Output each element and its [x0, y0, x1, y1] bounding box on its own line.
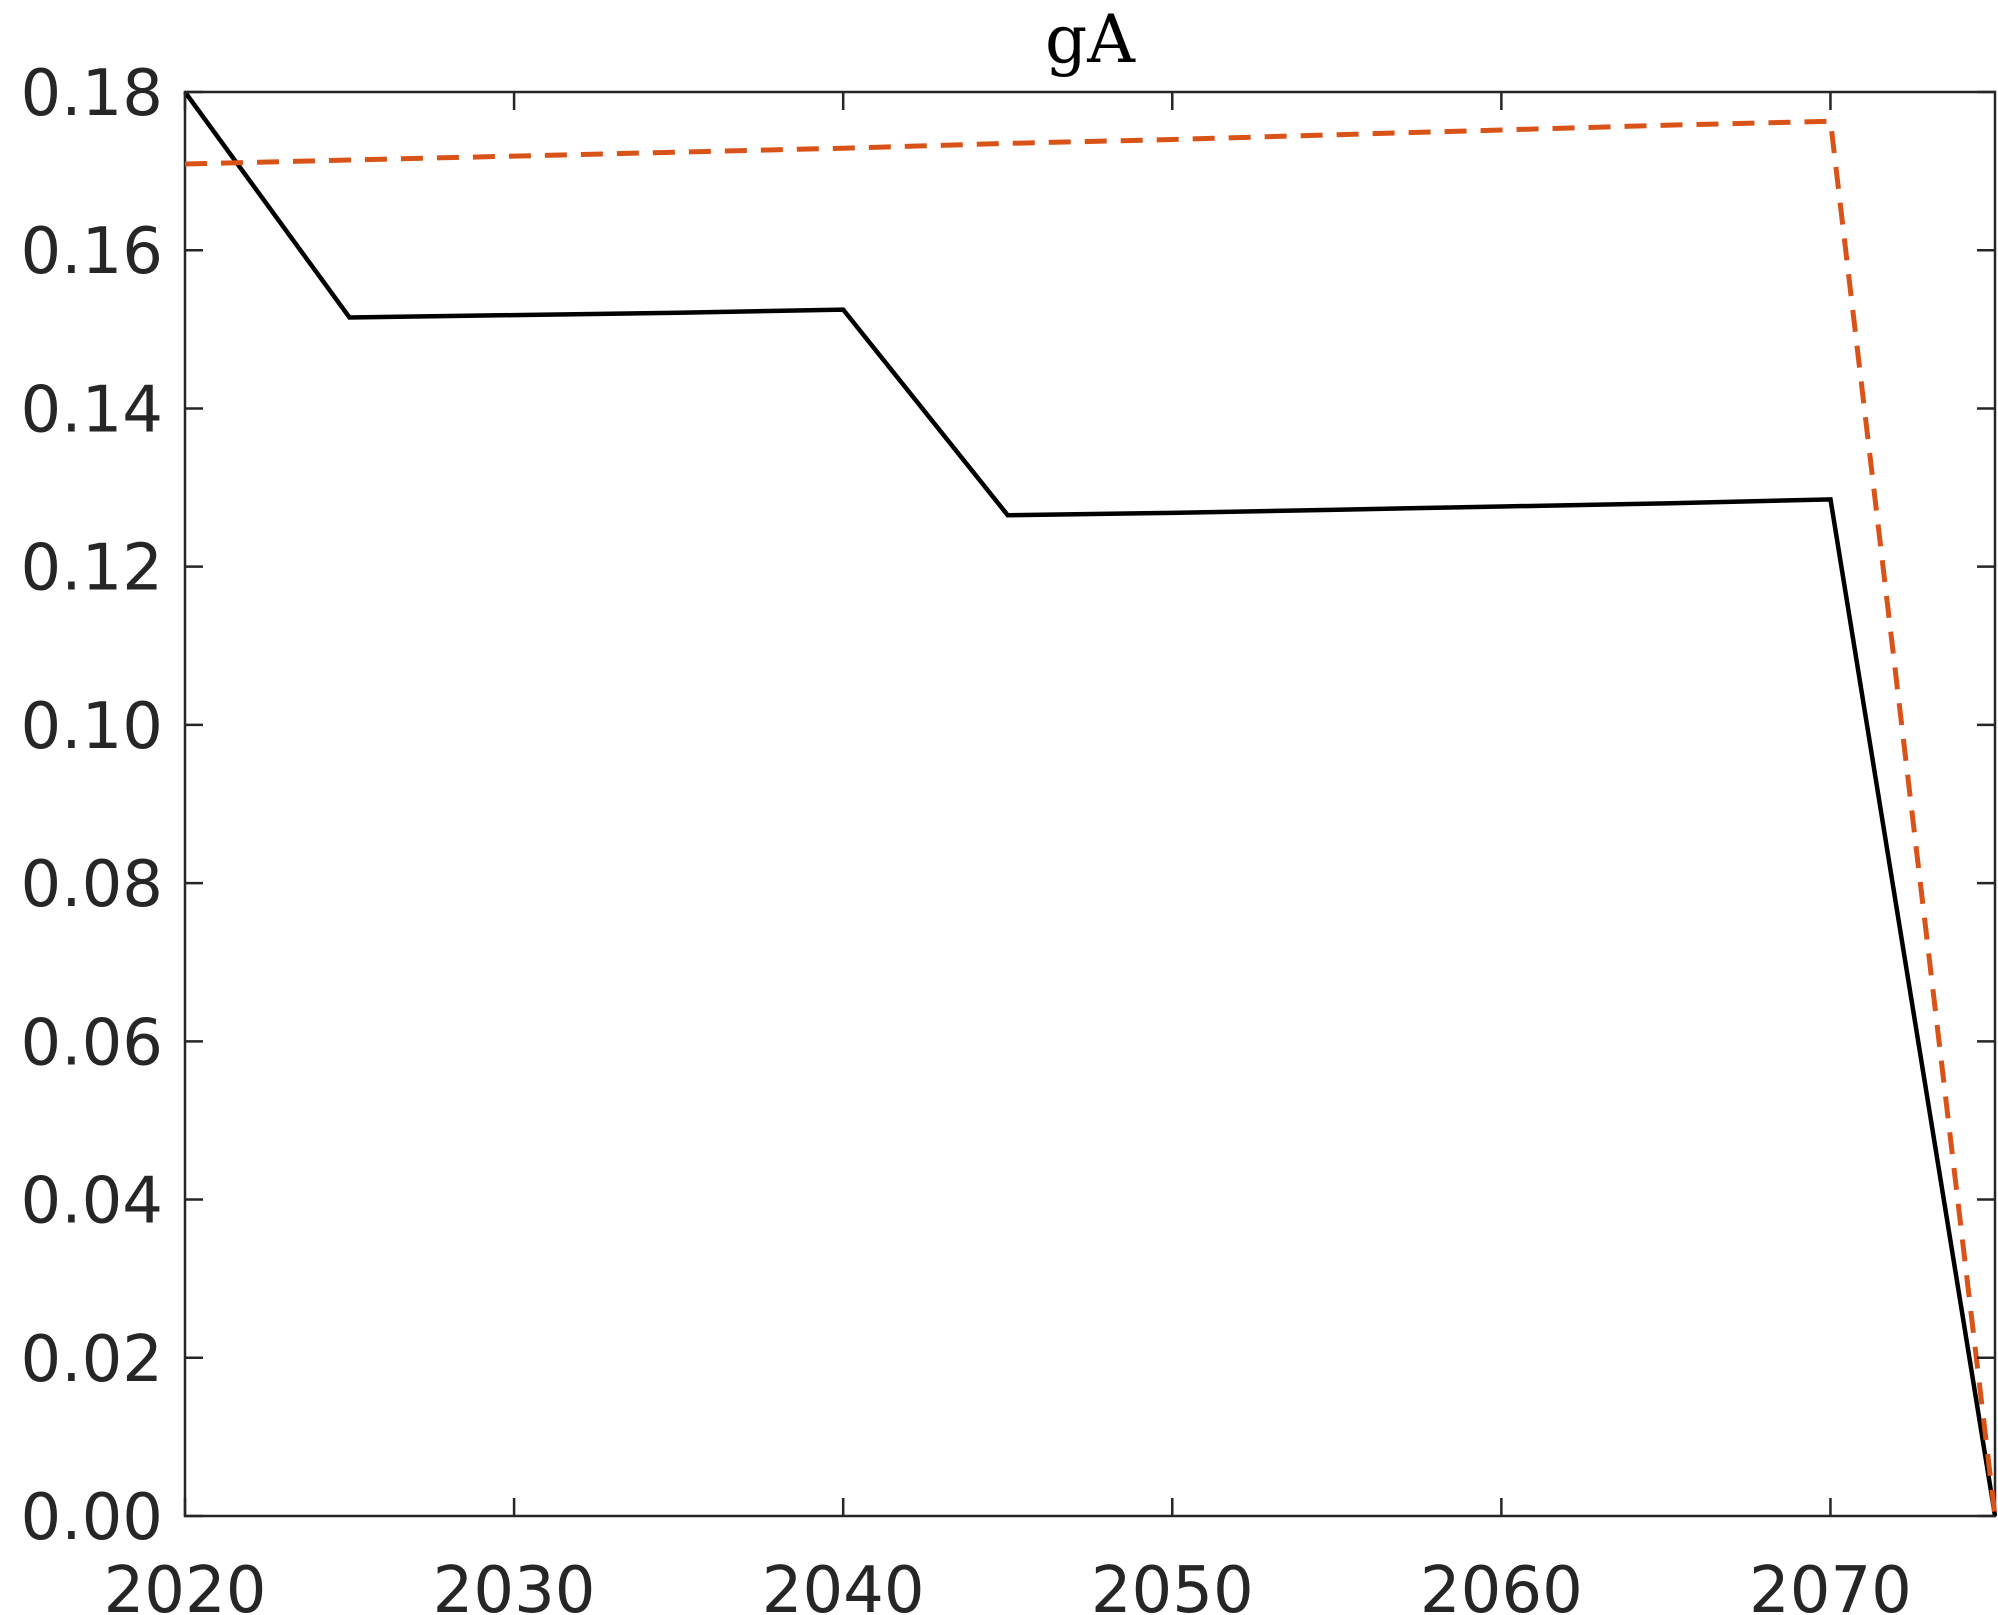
chart-title: gA	[1045, 1, 1136, 78]
ticks-layer: 2020 2030 2040 2050 2060 2070 0.00 0.02 0.04 0.06…	[21, 57, 1995, 1615]
plot-area	[183, 90, 1997, 1518]
y-tick-label: 0.16	[21, 215, 164, 289]
x-tick-label: 2050	[1091, 1554, 1254, 1615]
y-tick-label: 0.14	[21, 373, 164, 447]
series-line-2	[184, 118, 1998, 1517]
x-tick-label: 2030	[433, 1554, 596, 1615]
x-tick-label: 2070	[1749, 1554, 1912, 1615]
y-tick-label: 0.02	[21, 1323, 164, 1397]
series-line-1	[183, 90, 1998, 1517]
x-tick-label: 2060	[1420, 1554, 1583, 1615]
y-tick-label: 0.18	[21, 57, 164, 131]
x-tick-label: 2040	[762, 1554, 925, 1615]
y-tick-label: 0.12	[21, 532, 164, 606]
x-tick-label: 2020	[104, 1554, 267, 1615]
series-layer	[183, 90, 1998, 1517]
y-tick-label: 0.08	[21, 848, 164, 922]
y-tick-label: 0.00	[21, 1481, 164, 1555]
y-tick-label: 0.06	[21, 1006, 164, 1080]
y-tick-label: 0.04	[21, 1165, 164, 1239]
y-tick-label: 0.10	[21, 690, 164, 764]
